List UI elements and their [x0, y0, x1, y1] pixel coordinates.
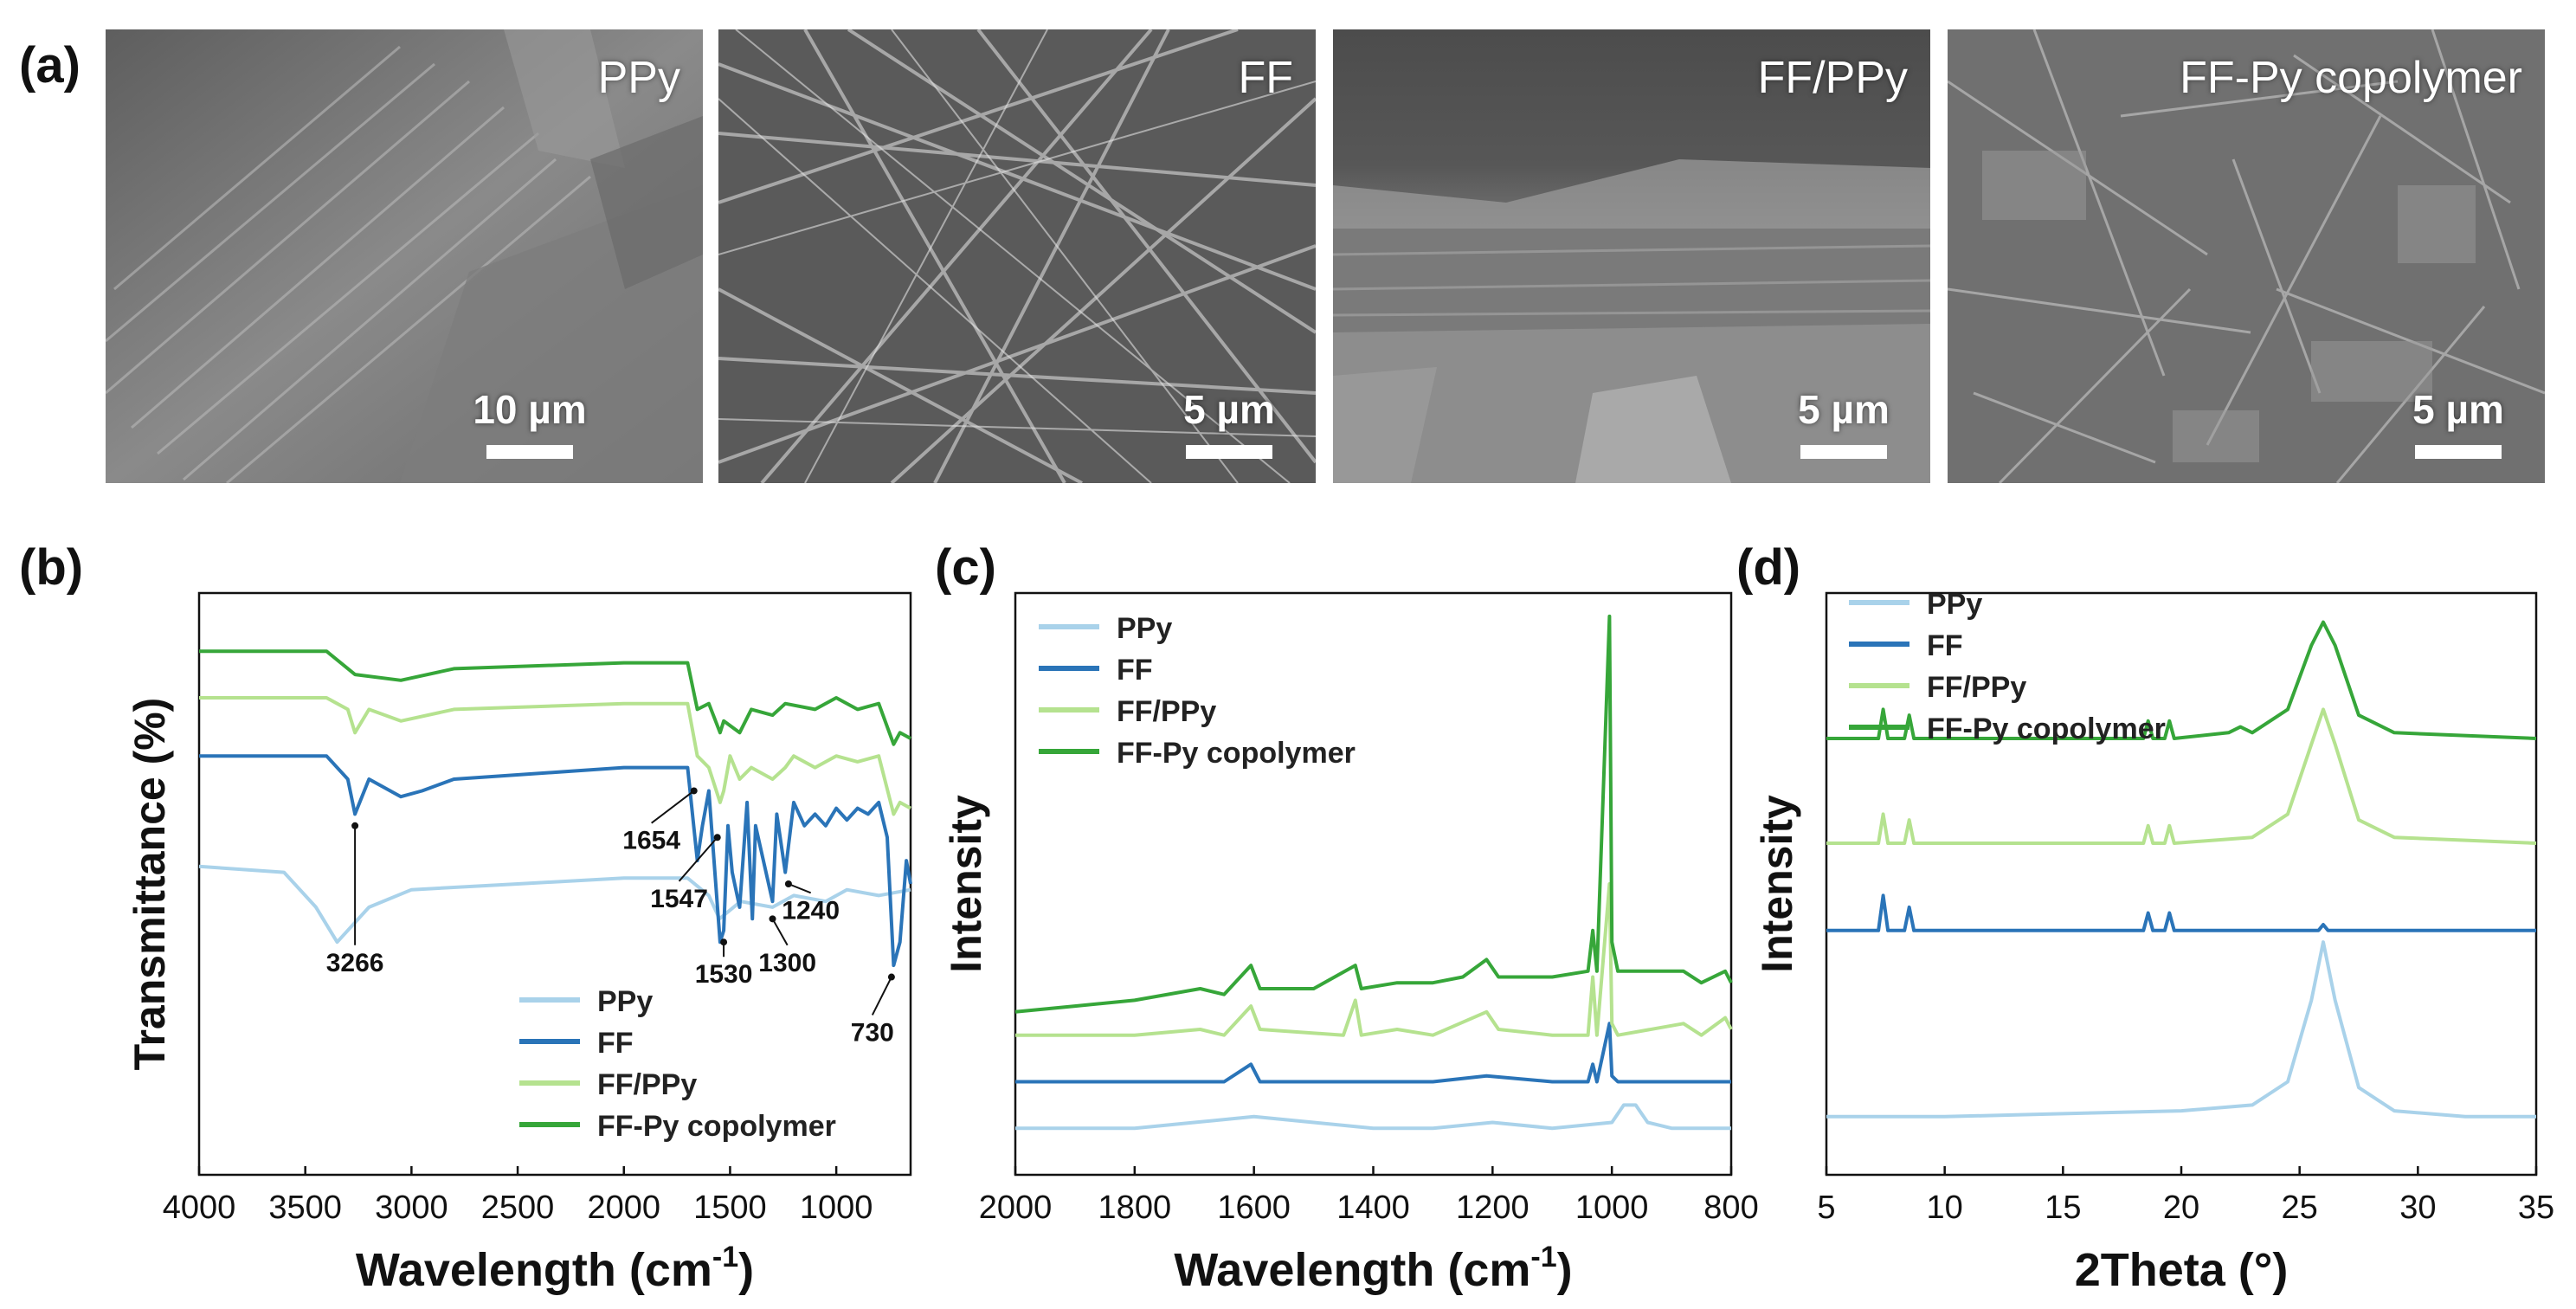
series-line-b-ff: [199, 754, 912, 968]
sem-texture-ff-ppy: [1333, 29, 1930, 483]
legend-label-c: FF: [1117, 654, 1153, 687]
x-axis-label-d: 2Theta (°): [2075, 1244, 2289, 1296]
x-tick-label-d: 35: [2518, 1190, 2554, 1226]
annotation-arrowhead-1530: [720, 938, 728, 946]
annotation-1654: 1654: [622, 827, 680, 855]
annotation-1240: 1240: [782, 896, 840, 925]
y-axis-label-d: Intensity: [1753, 795, 1801, 973]
scale-bar-ff-py-copolymer: [2415, 445, 2502, 459]
x-tick-label-d: 30: [2399, 1190, 2436, 1226]
annotation-730: 730: [851, 1018, 894, 1047]
x-tick-label-c: 800: [1703, 1190, 1758, 1226]
y-axis-label-c: Intensity: [942, 795, 990, 973]
legend-label-c: FF-Py copolymer: [1117, 737, 1356, 770]
panel-label-a: (a): [19, 37, 80, 94]
sem-label-ff-py-copolymer: FF-Py copolymer: [2180, 53, 2522, 103]
legend-label-b: PPy: [597, 985, 653, 1018]
panel-label-c: (c): [935, 539, 996, 596]
x-tick-label-d: 10: [1927, 1190, 1963, 1226]
sem-image-ff-py-copolymer: FF-Py copolymer 5 µm: [1948, 29, 2545, 483]
annotation-arrow-1547: [678, 836, 718, 882]
x-axis-label-c: Wavelength (cm-1): [1174, 1241, 1572, 1296]
scale-bar-ppy: [486, 445, 573, 459]
scale-text-ff: 5 µm: [1183, 387, 1275, 432]
annotation-1530: 1530: [695, 960, 753, 989]
sem-image-ff-ppy: FF/PPy 5 µm: [1333, 29, 1930, 483]
panel-label-b: (b): [19, 539, 84, 596]
annotation-arrowhead-1654: [690, 787, 698, 795]
annotation-arrow-1300: [771, 918, 789, 946]
annotation-arrowhead-730: [887, 973, 895, 981]
chart-d: 5 10 15 20 25 30 35 2Theta (°) Intensity PPy FF FF/…: [1753, 588, 2554, 1296]
series-line-c-ff: [1015, 1022, 1731, 1084]
series-line-b-ppy: [198, 864, 911, 945]
scale-text-ff-py-copolymer: 5 µm: [2412, 387, 2504, 432]
series-line-d-ff-py-copolymer: [1826, 620, 2537, 740]
chart-c: 2000 1800 1600 1400 1200 1000 800 Wavelength (c…: [942, 591, 1759, 1296]
legend-label-c: PPy: [1117, 612, 1172, 645]
annotation-arrow-730: [871, 977, 892, 1016]
annotation-1300: 1300: [758, 949, 816, 977]
x-tick-label-c: 1200: [1456, 1190, 1530, 1226]
series-line-d-ff: [1826, 893, 2536, 932]
annotation-arrow-1654: [651, 790, 695, 824]
series-line-c-ff-ppy: [1015, 882, 1733, 1037]
legend-label-d: PPy: [1927, 588, 1982, 621]
legend-label-d: FF-Py copolymer: [1927, 713, 2166, 745]
sem-label-ff: FF: [1238, 53, 1293, 103]
x-tick-label-c: 1400: [1336, 1190, 1410, 1226]
x-tick-label-c: 1000: [1575, 1190, 1649, 1226]
annotation-arrowhead-1240: [784, 880, 792, 887]
legend-label-d: FF/PPy: [1927, 671, 2026, 704]
sem-label-ff-ppy: FF/PPy: [1757, 53, 1908, 103]
sem-texture-ppy: [106, 29, 703, 483]
x-tick-label-b: 2000: [587, 1190, 660, 1226]
series-line-d-ppy: [1826, 940, 2536, 1119]
series-line-c-ppy: [1015, 1103, 1731, 1131]
annotation-arrow-1240: [788, 883, 812, 894]
x-tick-label-b: 1000: [800, 1190, 873, 1226]
x-tick-label-b: 2500: [481, 1190, 555, 1226]
annotation-1547: 1547: [650, 885, 708, 913]
x-tick-label-d: 20: [2163, 1190, 2199, 1226]
scale-bar-ff-ppy: [1800, 445, 1887, 459]
legend-label-b: FF/PPy: [597, 1068, 697, 1101]
x-axis-label-b: Wavelength (cm-1): [356, 1241, 754, 1296]
scale-text-ff-ppy: 5 µm: [1798, 387, 1890, 432]
sem-texture-ff-py-copolymer: [1948, 29, 2545, 483]
panel-label-d: (d): [1736, 539, 1801, 596]
plot-frame-b: [197, 591, 912, 1177]
scale-text-ppy: 10 µm: [473, 387, 587, 432]
chart-b: 4000 3500 3000 2500 2000 1500 1000 Wavelength (…: [126, 591, 912, 1296]
x-tick-label-c: 1600: [1217, 1190, 1291, 1226]
sem-label-ppy: PPy: [597, 53, 680, 103]
series-line-c-ff-py-copolymer: [1014, 614, 1733, 1014]
sem-texture-ff: [718, 29, 1316, 483]
legend-label-b: FF: [597, 1027, 634, 1060]
x-tick-label-b: 3500: [268, 1190, 342, 1226]
x-tick-label-b: 1500: [693, 1190, 767, 1226]
annotation-3266: 3266: [326, 949, 384, 977]
sem-image-ppy: PPy 10 µm: [106, 29, 703, 483]
legend-label-c: FF/PPy: [1117, 695, 1216, 728]
annotation-arrowhead-1300: [769, 915, 776, 923]
x-tick-label-b: 4000: [163, 1190, 236, 1226]
legend-label-d: FF: [1927, 629, 1963, 662]
legend-label-b: FF-Py copolymer: [597, 1110, 836, 1143]
annotation-arrowhead-3266: [351, 822, 359, 829]
x-tick-label-d: 5: [1817, 1190, 1835, 1226]
y-axis-label-b: Transmittance (%): [126, 698, 174, 1071]
x-tick-label-c: 1800: [1098, 1190, 1172, 1226]
series-line-b-ff-ppy: [199, 696, 911, 816]
x-tick-label-d: 25: [2282, 1190, 2318, 1226]
annotation-arrowhead-1547: [713, 834, 721, 842]
x-tick-label-b: 3000: [375, 1190, 448, 1226]
scale-bar-ff: [1186, 445, 1272, 459]
series-line-d-ff-ppy: [1826, 707, 2537, 845]
x-tick-label-d: 15: [2045, 1190, 2081, 1226]
x-tick-label-c: 2000: [979, 1190, 1053, 1226]
sem-image-ff: FF 5 µm: [718, 29, 1316, 483]
series-line-b-ff-py-copolymer: [199, 649, 911, 746]
